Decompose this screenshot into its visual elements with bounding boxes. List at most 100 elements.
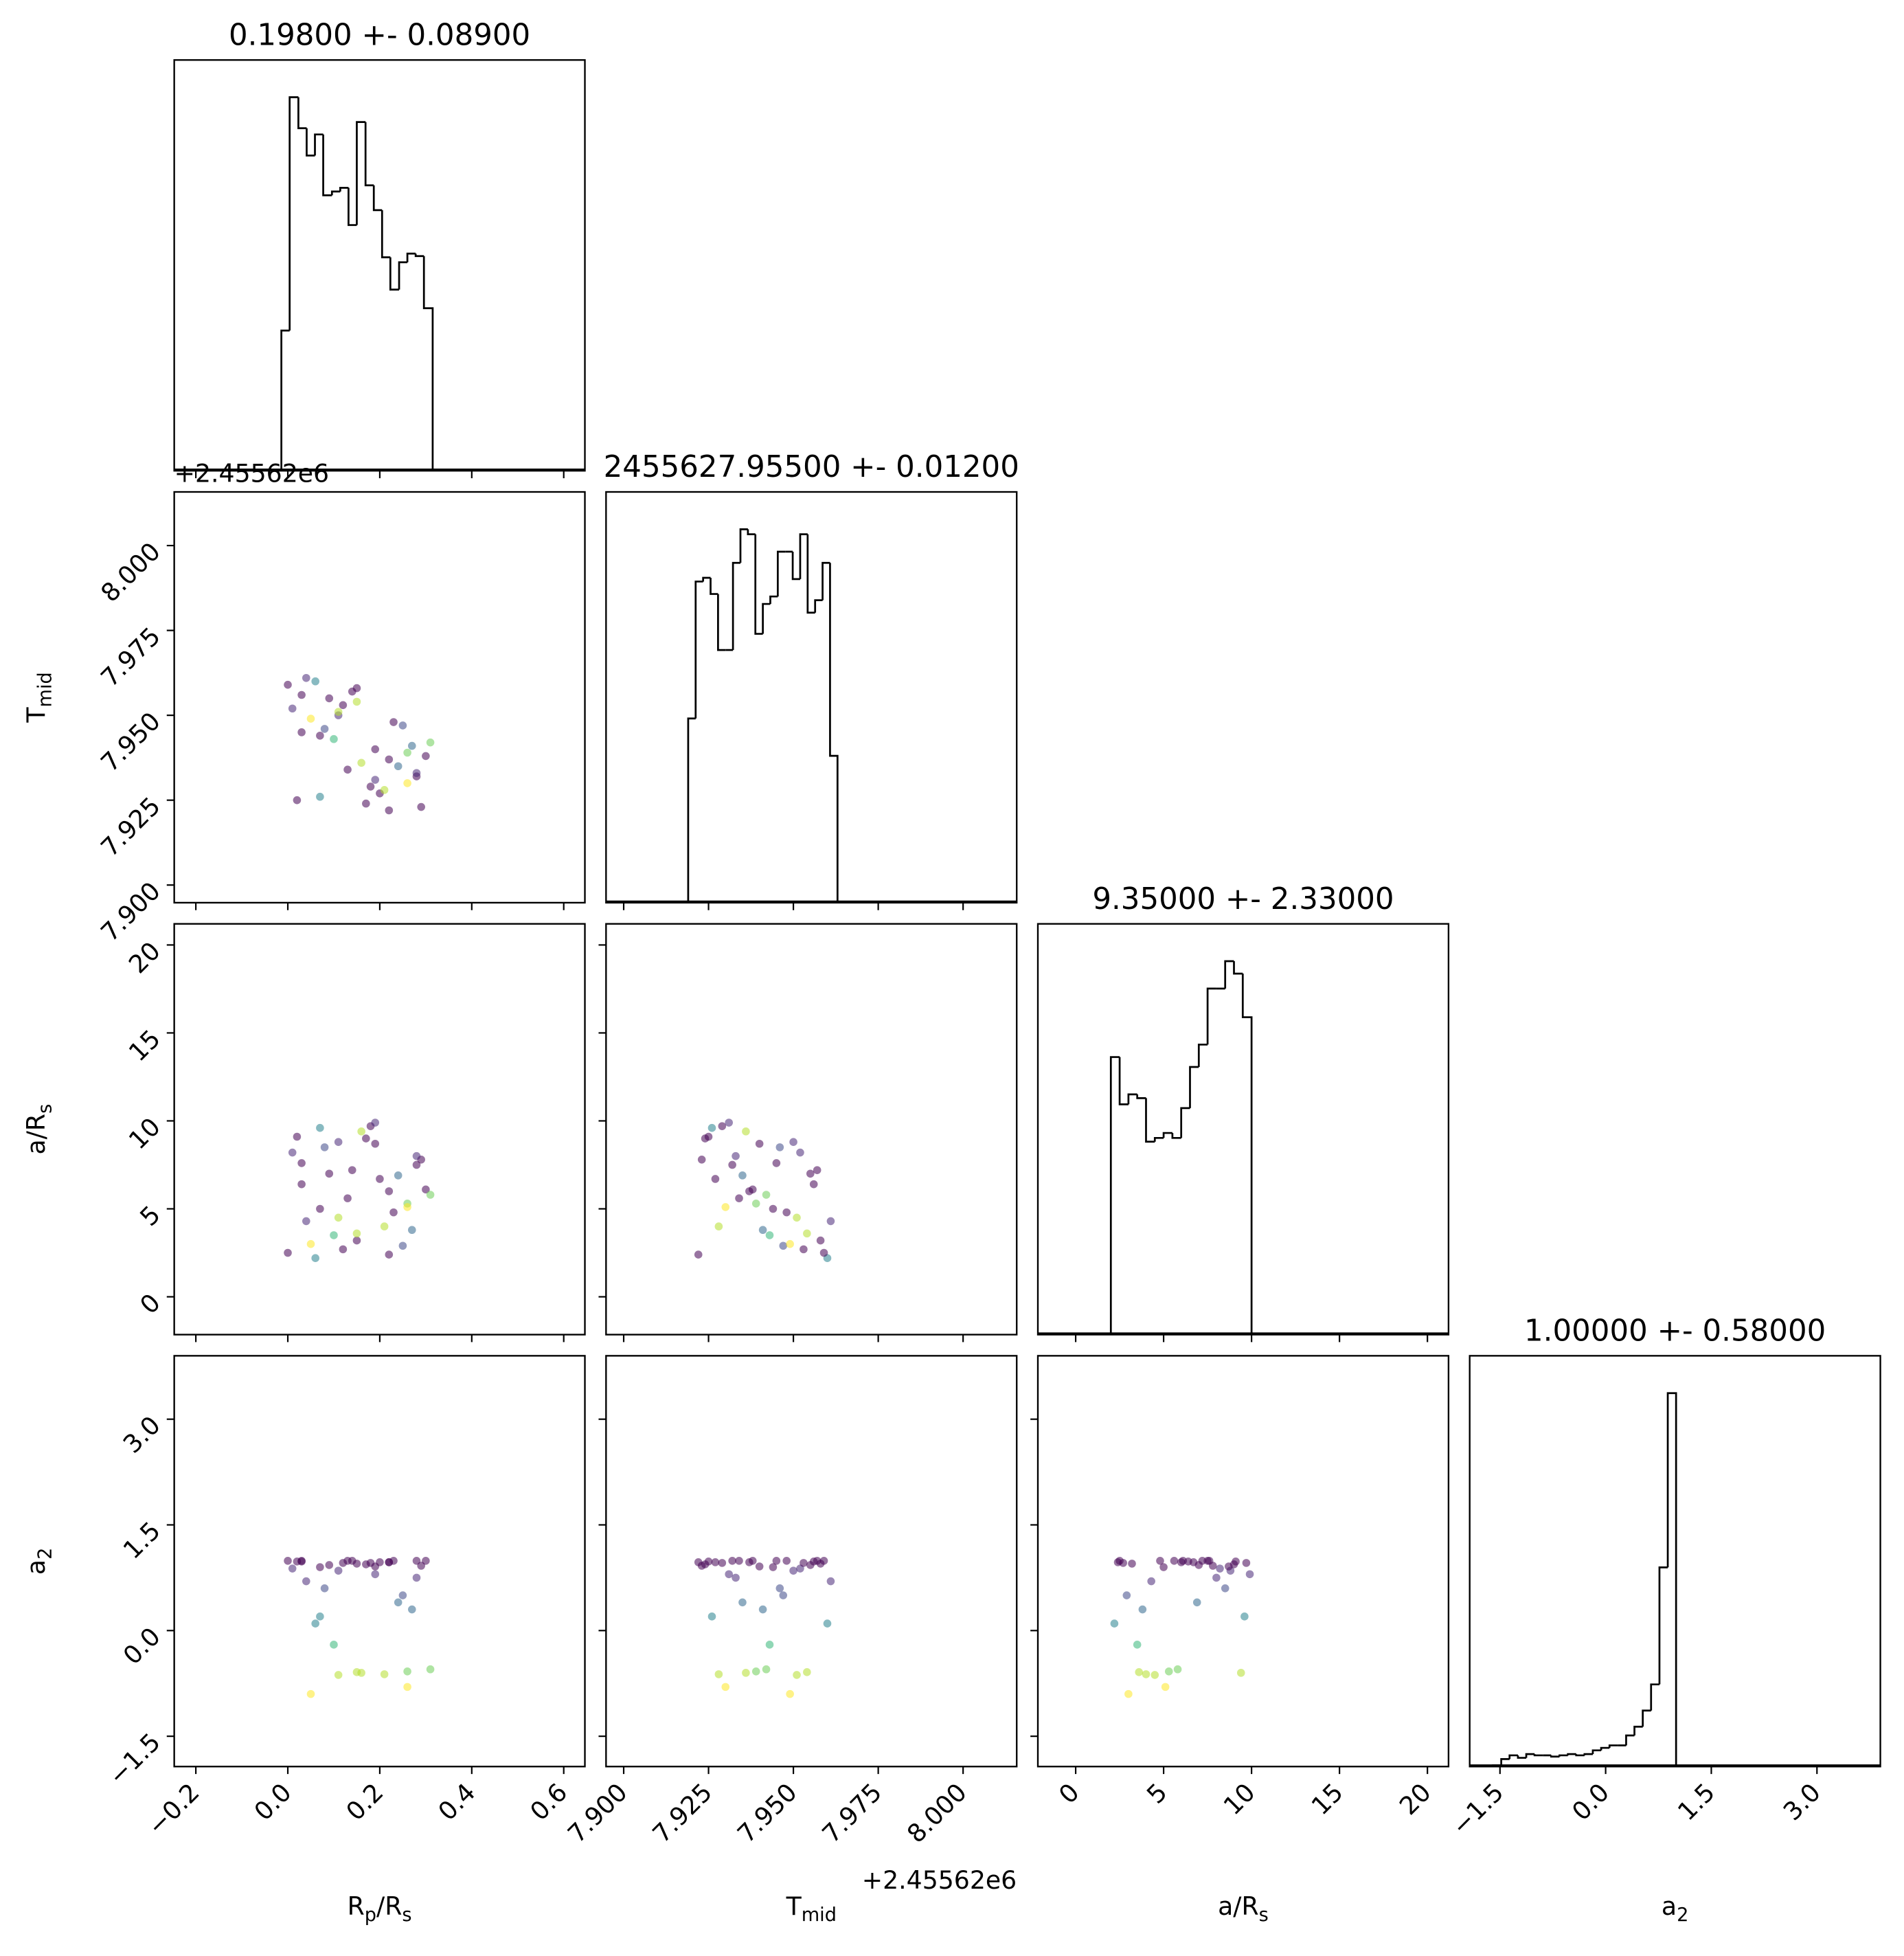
sample-point bbox=[426, 1665, 435, 1674]
sample-point bbox=[316, 792, 324, 801]
hist-bin bbox=[348, 188, 357, 226]
axes-frame bbox=[1469, 1355, 1881, 1768]
label-subscript: s bbox=[1259, 1904, 1269, 1926]
sample-point bbox=[412, 769, 421, 777]
sample-point bbox=[735, 1194, 743, 1202]
sample-point bbox=[735, 1557, 743, 1565]
panel-title: 1.00000 +- 0.58000 bbox=[1524, 1314, 1826, 1349]
label-text: a/R bbox=[21, 1114, 51, 1155]
sample-point bbox=[297, 1557, 306, 1565]
sample-point bbox=[1122, 1591, 1131, 1599]
x-offset-label: +2.45562e6 bbox=[862, 1865, 1017, 1895]
sample-point bbox=[738, 1171, 747, 1180]
hist-bin bbox=[1666, 1392, 1677, 1767]
sample-point bbox=[1236, 1669, 1245, 1677]
sample-point bbox=[789, 1138, 797, 1146]
sample-point bbox=[389, 718, 398, 726]
sample-point bbox=[334, 1138, 343, 1146]
hist-bin bbox=[1633, 1725, 1643, 1735]
hist-bin bbox=[829, 563, 839, 903]
sample-point bbox=[398, 721, 407, 730]
sample-point bbox=[762, 1191, 771, 1199]
sample-point bbox=[362, 1134, 370, 1143]
sample-point bbox=[1170, 1557, 1179, 1565]
label-text: T bbox=[786, 1891, 802, 1921]
sample-point bbox=[1133, 1641, 1142, 1649]
sample-point bbox=[376, 1175, 384, 1183]
hist-bin bbox=[1500, 1758, 1510, 1766]
axes-frame bbox=[173, 491, 586, 904]
hist-bin bbox=[372, 185, 383, 212]
sample-point bbox=[721, 1203, 730, 1211]
sample-point bbox=[394, 1598, 403, 1607]
sample-point bbox=[813, 1166, 821, 1174]
sample-point bbox=[714, 1222, 723, 1230]
label-subscript: mid bbox=[34, 672, 56, 707]
sample-point bbox=[793, 1213, 801, 1222]
sample-point bbox=[352, 1229, 361, 1238]
sample-point bbox=[297, 690, 306, 699]
sample-point bbox=[334, 1566, 343, 1575]
axis-label: a/Rs bbox=[21, 1104, 56, 1155]
hist-bin bbox=[1109, 1056, 1120, 1335]
sample-point bbox=[711, 1175, 720, 1183]
hist-bin bbox=[1625, 1734, 1635, 1746]
sample-point bbox=[362, 1560, 370, 1569]
label-text: a bbox=[21, 1560, 51, 1575]
sample-point bbox=[1124, 1689, 1133, 1698]
sample-point bbox=[306, 1689, 315, 1698]
sample-point bbox=[398, 1241, 407, 1250]
hist-bin bbox=[806, 534, 815, 614]
sample-point bbox=[826, 1577, 835, 1586]
sample-point bbox=[1128, 1560, 1136, 1568]
sample-point bbox=[755, 1139, 764, 1148]
hist-bin bbox=[1127, 1093, 1137, 1105]
axis-label: a2 bbox=[21, 1548, 56, 1575]
sample-point bbox=[306, 1239, 315, 1248]
sample-point bbox=[732, 1573, 740, 1582]
sample-point bbox=[1221, 1584, 1229, 1593]
hist-bin bbox=[1533, 1754, 1543, 1757]
sample-point bbox=[311, 677, 319, 686]
sample-point bbox=[348, 1166, 356, 1174]
sample-point bbox=[1173, 1665, 1182, 1674]
sample-point bbox=[1198, 1557, 1207, 1565]
hist-bin bbox=[776, 550, 786, 597]
sample-point bbox=[789, 1566, 797, 1575]
histogram-panel bbox=[605, 491, 1018, 910]
sample-point bbox=[1177, 1558, 1186, 1566]
sample-point bbox=[403, 779, 411, 787]
label-subscript: s bbox=[402, 1904, 411, 1926]
sample-point bbox=[380, 786, 389, 794]
sample-point bbox=[297, 1180, 306, 1189]
sample-point bbox=[732, 1151, 740, 1160]
sample-point bbox=[385, 1250, 394, 1259]
sample-point bbox=[1151, 1671, 1159, 1679]
sample-point bbox=[800, 1245, 808, 1254]
sample-point bbox=[725, 1570, 733, 1579]
label-text: /R bbox=[376, 1891, 402, 1921]
hist-bin bbox=[1118, 1057, 1129, 1105]
sample-point bbox=[772, 1159, 781, 1167]
hist-bin bbox=[821, 561, 830, 600]
sample-point bbox=[380, 1670, 389, 1678]
hist-bin bbox=[1241, 974, 1253, 1335]
sample-point bbox=[371, 1570, 380, 1579]
hist-bin bbox=[414, 254, 424, 258]
hist-bin bbox=[1508, 1754, 1518, 1760]
sample-point bbox=[385, 1187, 394, 1195]
sample-point bbox=[1138, 1605, 1147, 1614]
sample-point bbox=[316, 1204, 324, 1213]
hist-bin bbox=[732, 561, 740, 651]
sample-point bbox=[288, 1564, 297, 1573]
sample-point bbox=[352, 1236, 361, 1245]
sample-point bbox=[362, 799, 370, 808]
hist-bin bbox=[694, 581, 703, 719]
sample-point bbox=[297, 728, 306, 737]
y-offset-label: +2.45562e6 bbox=[174, 459, 329, 488]
sample-point bbox=[284, 680, 292, 689]
hist-bin bbox=[1583, 1753, 1593, 1755]
sample-point bbox=[412, 1573, 421, 1582]
hist-bin bbox=[322, 134, 332, 196]
sample-point bbox=[742, 1669, 750, 1677]
